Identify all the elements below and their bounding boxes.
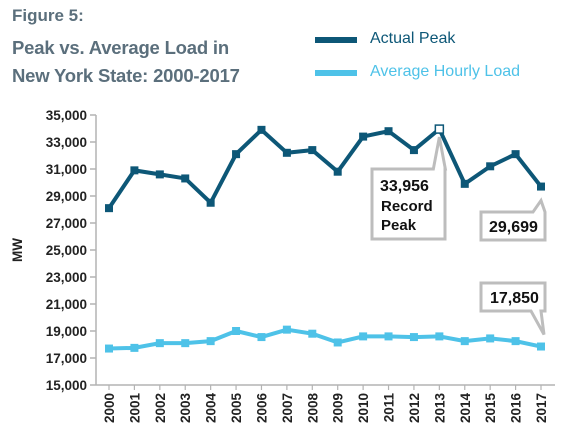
point-actual-peak [257, 125, 266, 134]
x-tick-label: 2002 [153, 393, 168, 423]
series-line-actual-peak [107, 125, 543, 210]
point-actual-peak [460, 179, 469, 188]
x-tick-label: 2000 [102, 393, 117, 423]
point-actual-peak [105, 204, 113, 213]
annotation-record-peak-value: 33,956 [380, 178, 429, 195]
x-tick-label: 2013 [432, 393, 447, 424]
point-average-hourly-load [181, 339, 190, 348]
y-tick-label: 19,000 [46, 324, 87, 339]
chart-title-line-2: New York State: 2000-2017 [12, 65, 240, 86]
x-tick-label: 2012 [407, 393, 422, 423]
point-average-hourly-load [333, 338, 342, 347]
y-tick-label: 33,000 [46, 135, 87, 150]
x-tick-label: 2006 [254, 393, 269, 424]
point-actual-peak [155, 170, 164, 179]
x-tick-label: 2016 [509, 393, 524, 424]
point-average-hourly-load [537, 342, 545, 351]
y-tick-label: 29,000 [46, 189, 87, 204]
y-axis-label: MW [10, 238, 25, 262]
point-actual-peak [359, 132, 368, 141]
x-tick-label: 2007 [280, 393, 295, 423]
point-average-hourly-load [130, 343, 139, 352]
x-tick-label: 2011 [382, 393, 397, 423]
chart-title-line-1: Peak vs. Average Load in [12, 37, 229, 58]
point-average-hourly-load [359, 332, 368, 341]
legend-swatch-actual-peak [315, 37, 357, 43]
x-tick-label: 2009 [331, 393, 346, 423]
annotation-2017-peak-value: 29,699 [489, 219, 538, 236]
point-actual-peak [434, 124, 445, 134]
annotation-2017-average-value: 17,850 [490, 290, 539, 307]
legend-label-actual-peak: Actual Peak [370, 30, 456, 47]
annotation-record-peak-label-2: Peak [381, 217, 417, 234]
point-actual-peak [206, 198, 215, 207]
point-average-hourly-load [384, 332, 393, 341]
point-average-hourly-load [232, 327, 241, 335]
y-tick-label: 35,000 [46, 108, 87, 123]
x-tick-label: 2005 [229, 393, 244, 424]
callout-box-2017-average [479, 281, 547, 336]
point-average-hourly-load [206, 337, 215, 346]
point-actual-peak [282, 148, 291, 157]
point-average-hourly-load [460, 337, 469, 346]
legend-swatch-average-hourly-load [315, 70, 357, 76]
x-tick-label: 2001 [127, 393, 142, 424]
point-average-hourly-load [282, 325, 291, 334]
x-tick-label: 2010 [356, 393, 371, 423]
point-actual-peak [181, 174, 190, 183]
x-tick-label: 2017 [534, 393, 549, 423]
x-tick-label: 2004 [204, 393, 219, 424]
point-actual-peak [308, 146, 317, 155]
point-average-hourly-load [257, 333, 266, 342]
y-tick-label: 31,000 [46, 162, 87, 177]
figure-label: Figure 5: [12, 6, 84, 25]
point-actual-peak [486, 162, 495, 171]
y-tick-label: 25,000 [46, 243, 87, 258]
y-tick-label: 23,000 [46, 270, 87, 285]
point-average-hourly-load [409, 333, 418, 342]
x-tick-label: 2003 [178, 393, 193, 424]
y-tick-label: 27,000 [46, 216, 87, 231]
point-average-hourly-load [511, 337, 520, 346]
x-tick-label: 2015 [483, 393, 498, 424]
x-tick-label: 2014 [458, 393, 473, 424]
point-average-hourly-load [486, 334, 495, 343]
legend-label-average-hourly-load: Average Hourly Load [370, 63, 521, 80]
point-actual-peak [511, 150, 520, 159]
point-actual-peak [333, 167, 342, 176]
point-actual-peak [232, 150, 241, 159]
point-actual-peak [409, 146, 418, 155]
callout-box-record-peak [370, 136, 448, 241]
x-tick-label: 2008 [305, 393, 320, 424]
annotation-record-peak-label-1: Record [381, 198, 433, 215]
point-average-hourly-load [105, 344, 113, 353]
y-tick-label: 15,000 [46, 378, 87, 393]
y-tick-label: 17,000 [46, 351, 87, 366]
y-tick-label: 21,000 [46, 297, 87, 312]
point-actual-peak [130, 166, 139, 175]
point-actual-peak [384, 127, 393, 136]
callout-box-2017-peak [479, 197, 547, 242]
point-average-hourly-load [435, 332, 444, 341]
point-average-hourly-load [308, 329, 317, 338]
series-line-average-hourly-load [108, 327, 542, 351]
point-actual-peak [537, 182, 545, 191]
point-average-hourly-load [155, 339, 164, 348]
